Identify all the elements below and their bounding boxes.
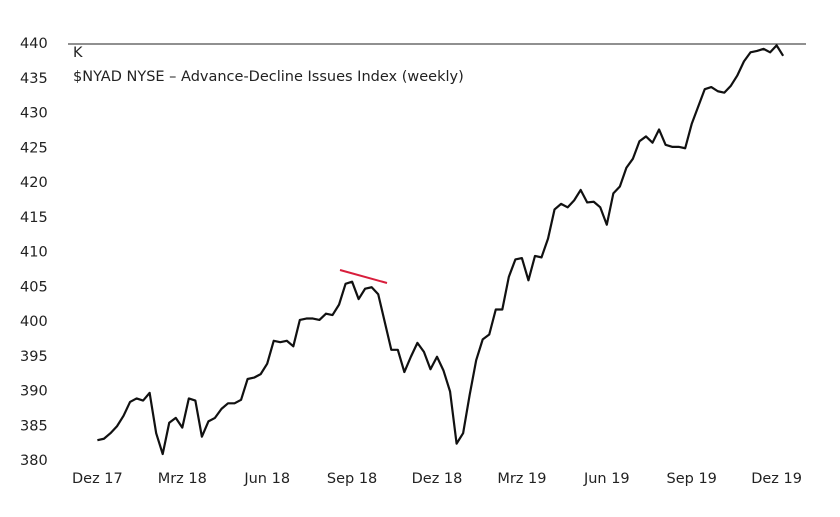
y-tick-label: 390	[20, 384, 48, 400]
y-tick-label: 425	[20, 140, 48, 156]
x-tick-label: Dez 17	[72, 471, 123, 487]
x-tick-label: Sep 18	[327, 471, 377, 487]
x-tick-label: Mrz 18	[158, 471, 207, 487]
y-tick-label: 440	[20, 36, 48, 52]
y-tick-label: 380	[20, 453, 48, 469]
y-tick-label: 430	[20, 106, 48, 122]
y-tick-label: 385	[20, 418, 48, 434]
x-tick-label: Dez 18	[412, 471, 463, 487]
x-tick-label: Mrz 19	[497, 471, 546, 487]
x-tick-label: Sep 19	[667, 471, 717, 487]
y-tick-label: 400	[20, 314, 48, 330]
data-line	[97, 44, 785, 456]
x-tick-label: Jun 19	[583, 471, 630, 487]
y-tick-label: 415	[20, 210, 48, 226]
chart-title: $NYAD NYSE – Advance-Decline Issues Inde…	[73, 69, 464, 85]
x-tick-label: Jun 18	[243, 471, 290, 487]
y-tick-label: 420	[20, 175, 48, 191]
x-tick-label: Dez 19	[751, 471, 802, 487]
y-tick-label: 410	[20, 245, 48, 261]
y-tick-label: 395	[20, 349, 48, 365]
y-tick-label: 405	[20, 279, 48, 295]
trend-annotation	[339, 269, 388, 284]
y-tick-label: 435	[20, 71, 48, 87]
unit-label: K	[73, 45, 83, 61]
